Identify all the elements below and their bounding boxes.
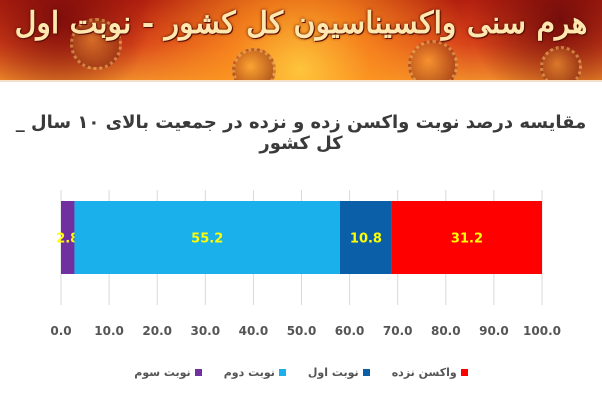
bar-segment: [339, 201, 392, 274]
x-tick-label: 100.0: [523, 324, 561, 338]
virus-icon: [232, 48, 276, 80]
x-tick-label: 20.0: [142, 324, 172, 338]
divider: [0, 80, 602, 82]
x-tick-label: 70.0: [383, 324, 413, 338]
legend-label: نوبت دوم: [223, 366, 275, 379]
chart-title: مقایسه درصد نوبت واکسن زده و نزده در جمع…: [15, 112, 587, 154]
data-label: 10.8: [350, 232, 382, 247]
legend-label: نوبت سوم: [134, 366, 191, 379]
legend-item: نوبت سوم: [134, 366, 202, 379]
legend-item: نوبت دوم: [224, 366, 286, 379]
x-tick-label: 0.0: [50, 324, 71, 338]
x-tick-label: 80.0: [431, 324, 461, 338]
virus-icon: [540, 46, 582, 80]
legend-label: نوبت اول: [307, 366, 359, 379]
x-tick-label: 60.0: [335, 324, 365, 338]
x-tick-label: 40.0: [239, 324, 269, 338]
banner-title: هرم سنی واکسیناسیون کل کشور - نوبت اول: [14, 6, 588, 41]
legend-swatch: [362, 369, 370, 376]
legend-item: واکسن نزده: [392, 366, 468, 379]
x-tick-label: 10.0: [94, 324, 124, 338]
legend-swatch: [194, 369, 202, 376]
x-tick-label: 50.0: [287, 324, 317, 338]
virus-icon: [408, 40, 458, 80]
bar-segment: [74, 201, 340, 274]
virus-icon: [70, 18, 122, 70]
legend-item: نوبت اول: [308, 366, 370, 379]
legend-swatch: [278, 369, 286, 376]
x-tick-label: 90.0: [479, 324, 509, 338]
legend-swatch: [460, 369, 468, 376]
data-label: 55.2: [191, 232, 223, 247]
bar-segment: [391, 201, 542, 274]
x-tick-label: 30.0: [190, 324, 220, 338]
data-label: 31.2: [451, 232, 483, 247]
data-label: 2.8: [56, 232, 79, 247]
bar-segment: [61, 201, 75, 274]
chart-legend: واکسن نزده نوبت اول نوبت دوم نوبت سوم: [0, 366, 602, 379]
legend-label: واکسن نزده: [391, 366, 457, 379]
header-banner: هرم سنی واکسیناسیون کل کشور - نوبت اول: [0, 0, 602, 80]
